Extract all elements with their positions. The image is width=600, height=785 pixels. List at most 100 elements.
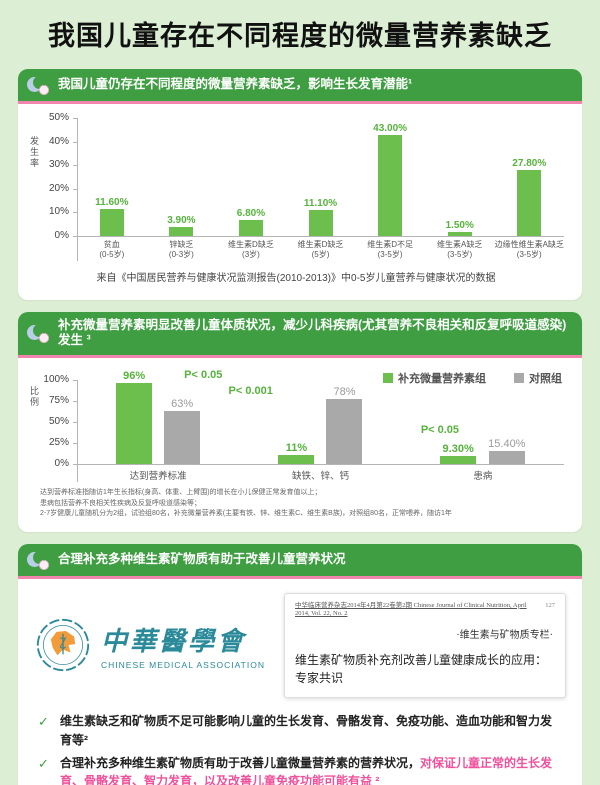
p-value-label: P< 0.05 (184, 369, 223, 382)
category-label: 达到营养标准 (129, 471, 187, 483)
chart1-bar-group: 43.00% 维生素D不足 (3-5岁) (355, 118, 425, 261)
legend-label: 对照组 (529, 373, 562, 386)
legend-item: 对照组 (514, 370, 562, 386)
legend-swatch-icon (383, 373, 393, 384)
comparison-bar-chart: 比例 0% 25% 50% 75% 100% 96% 63% P< 0.05 达到营养标准 11%… (28, 369, 564, 483)
section-supplementation-effect: 补充微量营养素明显改善儿童体质状况，减少儿科疾病(尤其营养不良相关和反复呼吸道感… (18, 311, 582, 532)
section1-header-text: 我国儿童仍存在不同程度的微量营养素缺乏，影响生长发育潜能¹ (58, 77, 413, 92)
section3-header: 合理补充多种维生素矿物质有助于改善儿童营养状况 (18, 543, 582, 579)
chart1-ytick-label: 30% (48, 159, 69, 171)
bar-value-label: 78% (333, 385, 356, 398)
cma-name-english: CHINESE MEDICAL ASSOCIATION (101, 659, 265, 670)
page-title: 我国儿童存在不同程度的微量营养素缺乏 (48, 21, 552, 51)
bar (164, 411, 201, 465)
bar-value-label: 43.00% (373, 122, 408, 134)
chart1-bar-group: 11.60% 贫血 (0-5岁) (77, 118, 147, 261)
chart2-ytick-label: 75% (48, 395, 69, 407)
bar-value-label: 1.50% (445, 220, 474, 232)
bar (488, 451, 525, 465)
chart1-y-ticks: 0% 10% 20% 30% 40% 50% (43, 112, 77, 261)
bar (447, 232, 472, 236)
section3-header-text: 合理补充多种维生素矿物质有助于改善儿童营养状况 (58, 551, 346, 566)
chart1-bar-group: 27.80% 边缘性维生素A缺乏 (3-5岁) (494, 118, 564, 261)
cma-badge-icon (36, 619, 90, 672)
chart2-ytick-label: 100% (43, 374, 69, 386)
bar-value-label: 27.80% (512, 158, 547, 170)
chart2-ytick-label: 50% (48, 416, 69, 428)
moon-flower-icon (26, 550, 50, 570)
chart2-bar-group: 96% 63% P< 0.05 达到营养标准 (77, 369, 239, 483)
bar (440, 456, 477, 465)
chart1-y-axis-label: 发生率 (29, 136, 39, 169)
chart1-ytick-label: 20% (48, 182, 69, 194)
checklist-text-black: 维生素缺乏和矿物质不足可能影响儿童的生长发育、骨骼发育、免疫功能、造血功能和智力… (60, 714, 553, 747)
moon-flower-icon (26, 75, 50, 95)
chart1-bar-group: 3.90% 锌缺乏 (0-3岁) (147, 118, 217, 261)
category-label: 锌缺乏 (0-3岁) (168, 240, 194, 260)
journal-masthead: 中华临床营养杂志2014年4月第22卷第2期 Chinese Journal o… (295, 601, 527, 617)
section1-body: 发生率 0% 10% 20% 30% 40% 50% 11.60% 贫血 (0-5岁) 3.90%… (18, 104, 582, 300)
p-value-label: P< 0.05 (420, 424, 460, 437)
cma-name-chinese: 中華醫學會 (101, 626, 247, 657)
footnote-line: 2-7岁健康儿童随机分为2组，试验组80名，补充微量营养素(主要有铁、锌、维生素… (40, 510, 452, 518)
journal-page-number: 127 (545, 601, 555, 609)
section1-header: 我国儿童仍存在不同程度的微量营养素缺乏，影响生长发育潜能¹ (18, 69, 582, 104)
category-label: 维生素D不足 (3-5岁) (367, 240, 413, 260)
chart1-bar-group: 6.80% 维生素D缺乏 (3岁) (216, 118, 286, 261)
bar-value-label: 9.30% (442, 443, 474, 456)
chart1-bars-area: 11.60% 贫血 (0-5岁) 3.90% 锌缺乏 (0-3岁) 6.80% 维生素D缺乏(… (77, 118, 564, 261)
bar-value-label: 6.80% (236, 207, 266, 219)
journal-article-title: 维生素矿物质补充剂改善儿童健康成长的应用： (295, 653, 548, 668)
chart2-columns: 96% 63% P< 0.05 达到营养标准 11% 78% P< 0.001 缺铁、锌、钙 9… (77, 369, 564, 483)
p-value-label: P< 0.001 (228, 385, 273, 398)
bar (517, 170, 542, 236)
chart1-bar-group: 11.10% 维生素D缺乏 (5岁) (286, 118, 356, 261)
bar (278, 454, 315, 465)
conclusion-checklist: ✓ 维生素缺乏和矿物质不足可能影响儿童的生长发育、骨骼发育、免疫功能、造血功能和智… (38, 712, 562, 785)
chart2-y-axis-label: 比例 (29, 386, 39, 409)
chart2-y-axis-line (77, 380, 78, 483)
checklist-item: ✓ 合理补充多种维生素矿物质有助于改善儿童微量营养素的营养状况，对保证儿童正常的生… (38, 754, 562, 785)
bar-value-label: 11% (285, 441, 308, 454)
cma-logo: 中華醫學會 CHINESE MEDICAL ASSOCIATION (34, 617, 266, 673)
bar (169, 226, 194, 236)
chart1-ytick-label: 10% (48, 206, 69, 218)
chart1-y-axis-line (77, 118, 78, 261)
section2-header-text: 补充微量营养素明显改善儿童体质状况，减少儿科疾病(尤其营养不良相关和反复呼吸道感… (58, 317, 567, 348)
section-deficiency-rates: 我国儿童仍存在不同程度的微量营养素缺乏，影响生长发育潜能¹ 发生率 0% 10% 2… (18, 69, 582, 300)
category-label: 贫血 (0-5岁) (99, 240, 125, 260)
chart1-x-axis-line (77, 236, 564, 237)
chart2-footnotes: 达到营养标准指随访1年生长指标(身高、体重、上臂围)的增长在小儿保健正常发育值以… (28, 482, 564, 530)
section2-body: 补充微量营养素组 对照组 比例 0% 25% 50% 75% 100% 96% 63% P< 0… (18, 358, 582, 532)
check-icon: ✓ (38, 714, 49, 730)
footnote-line: 达到营养标准指随访1年生长指标(身高、体重、上臂围)的增长在小儿保健正常发育值以… (40, 489, 322, 497)
bar (99, 208, 124, 236)
chart2-ytick-label: 0% (54, 458, 69, 470)
chart2-bars-area: 96% 63% P< 0.05 达到营养标准 11% 78% P< 0.001 缺铁、锌、钙 9… (77, 369, 564, 483)
bar-value-label: 15.40% (488, 438, 526, 451)
chart2-bar-group: 11% 78% P< 0.001 缺铁、锌、钙 (229, 380, 401, 483)
journal-article-subtitle: 专家共识 (295, 671, 344, 686)
legend-swatch-icon (514, 373, 524, 384)
category-label: 维生素A缺乏 (3-5岁) (437, 240, 483, 260)
bar (378, 134, 403, 236)
journal-column-title: ·维生素与矿物质专栏· (456, 630, 553, 642)
check-icon: ✓ (38, 755, 49, 771)
deficiency-bar-chart: 发生率 0% 10% 20% 30% 40% 50% 11.60% 贫血 (0-5岁) 3.90%… (28, 112, 564, 261)
category-label: 缺铁、锌、钙 (291, 471, 349, 483)
category-label: 边缘性维生素A缺乏 (3-5岁) (494, 240, 564, 260)
bar-value-label: 96% (123, 370, 146, 383)
bar (308, 209, 333, 236)
chart2-ytick-label: 25% (48, 437, 69, 449)
moon-flower-icon (26, 323, 50, 344)
chart2-y-ticks: 0% 25% 50% 75% 100% (43, 374, 77, 482)
legend-item: 补充微量营养素组 (383, 370, 486, 386)
bar (116, 383, 153, 465)
chart2-plot-area: 0% 25% 50% 75% 100% 96% 63% P< 0.05 达到营养标准 11% 78%… (43, 369, 564, 483)
section-expert-consensus: 合理补充多种维生素矿物质有助于改善儿童营养状况 中華醫學會 CHINESE ME… (18, 543, 582, 785)
bar (326, 398, 363, 465)
section2-header: 补充微量营养素明显改善儿童体质状况，减少儿科疾病(尤其营养不良相关和反复呼吸道感… (18, 311, 582, 359)
category-label: 患病 (473, 471, 493, 483)
category-label: 维生素D缺乏 (3岁) (228, 240, 274, 260)
